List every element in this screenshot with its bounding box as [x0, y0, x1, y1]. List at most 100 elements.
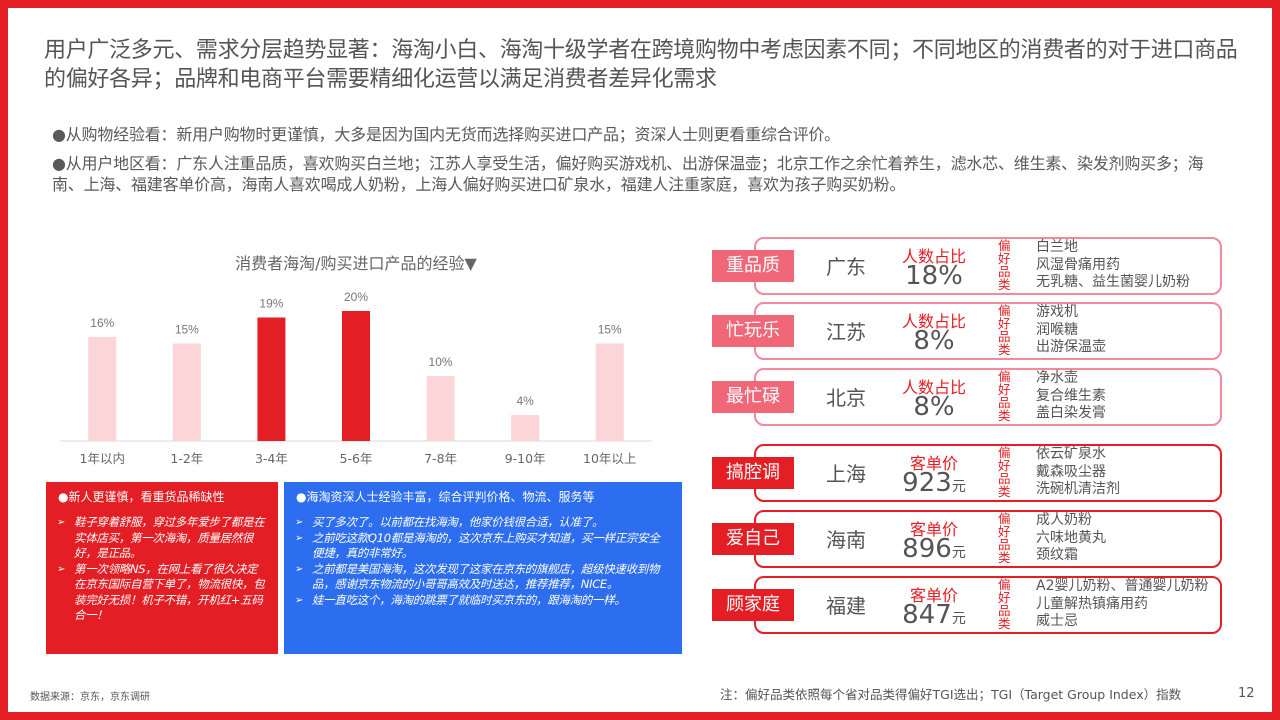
experience-chart: 16% 1年以内 15% 1-2年 19% 3-4年 20% 5-6年 10% 7-8年 4% 9-1…	[52, 244, 660, 476]
x-tick-label: 9-10年	[505, 451, 546, 466]
region-row-guangdong: 重品质 广东 人数占比 18% 偏好品类 白兰地 风湿骨痛用药 无乳糖、益生菌婴…	[712, 237, 1224, 297]
preference-items: 净水壶 复合维生素 盖白染发膏	[1036, 370, 1106, 423]
preference-item: 成人奶粉	[1036, 512, 1092, 528]
x-tick-label: 10年以上	[583, 451, 636, 466]
region-city: 海南	[826, 528, 866, 552]
region-frame	[754, 302, 1222, 360]
metric-value: 847元	[902, 600, 966, 630]
region-row-shanghai: 搞腔调 上海 客单价 923元 偏好品类 依云矿泉水 戴森吸尘器 洗碗机清洁剂	[712, 444, 1224, 504]
region-tag: 忙玩乐	[712, 315, 794, 347]
preference-item: 白兰地	[1036, 239, 1078, 255]
metric-value: 8%	[913, 326, 955, 356]
chart-title: 消费者海淘/购买进口产品的经验▼	[235, 254, 477, 273]
preference-item: 儿童解热镇痛用药	[1036, 595, 1148, 612]
bar-1年以内	[88, 337, 117, 441]
region-city: 上海	[826, 462, 866, 486]
x-tick-label: 7-8年	[424, 451, 457, 466]
preference-label: 偏好品类	[998, 511, 1011, 565]
region-city: 江苏	[826, 320, 866, 344]
preference-items: 成人奶粉 六味地黄丸 颈纹霜	[1036, 512, 1106, 565]
metric-label: 客单价	[909, 454, 958, 473]
preference-items: 依云矿泉水 戴森吸尘器 洗碗机清洁剂	[1036, 446, 1120, 499]
bar-7-8年	[426, 376, 455, 441]
page-title: 用户广泛多元、需求分层趋势显著：海淘小白、海淘十级学者在跨境购物中考虑因素不同；…	[44, 38, 1238, 92]
preference-item: 出游保温壶	[1036, 339, 1106, 355]
preference-item: A2婴儿奶粉、普通婴儿奶粉	[1036, 578, 1209, 594]
region-frame	[754, 444, 1222, 502]
metric-value: 896元	[902, 534, 966, 564]
preference-item: 净水壶	[1036, 370, 1078, 386]
region-city: 北京	[826, 386, 866, 410]
x-tick-label: 1-2年	[170, 451, 203, 466]
bar-value-label: 15%	[598, 323, 622, 337]
bar-value-label: 16%	[90, 316, 114, 330]
metric-value: 8%	[913, 392, 955, 422]
preference-label: 偏好品类	[998, 369, 1011, 423]
preference-item: 风湿骨痛用药	[1036, 256, 1120, 273]
preference-item: 洗碗机清洁剂	[1036, 481, 1120, 497]
region-city: 广东	[826, 255, 866, 279]
region-row-hainan: 爱自己 海南 客单价 896元 偏好品类 成人奶粉 六味地黄丸 颈纹霜	[712, 510, 1224, 570]
bar-5-6年	[342, 311, 370, 441]
bar-10年以上	[595, 343, 624, 441]
bar-1-2年	[172, 343, 201, 441]
x-tick-label: 3-4年	[255, 451, 288, 466]
bar-value-label: 10%	[429, 355, 453, 369]
newbie-quote: 第一次领略NS，在网上看了很久决定在京东国际自营下单了，物流很快，包装完好无损！…	[57, 562, 266, 624]
veteran-quotes-heading: ●海淘资深人士经验丰富，综合评判价格、物流、服务等	[296, 490, 595, 504]
region-row-jiangsu: 忙玩乐 江苏 人数占比 8% 偏好品类 游戏机 润喉糖 出游保温壶	[712, 302, 1224, 362]
preference-items: 游戏机 润喉糖 出游保温壶	[1036, 304, 1106, 357]
bar-9-10年	[511, 415, 540, 441]
preference-item: 威士忌	[1036, 613, 1078, 629]
bar-3-4年	[257, 317, 286, 441]
region-tag: 搞腔调	[712, 457, 794, 489]
metric-label: 人数占比	[901, 247, 966, 266]
newbie-quotes-box: ●新人更谨慎，看重货品稀缺性 鞋子穿着舒服，穿过多年爱步了都是在实体店买，第一次…	[46, 482, 278, 654]
preference-label: 偏好品类	[998, 238, 1011, 292]
region-city: 福建	[826, 594, 866, 618]
preference-label: 偏好品类	[998, 303, 1011, 357]
bullet-region: ●从用户地区看：广东人注重品质，喜欢购买白兰地；江苏人享受生活，偏好购买游戏机、…	[52, 154, 1204, 194]
summary-bullets: ●从购物经验看：新用户购物时更谨慎，大多是因为国内无货而选择购买进口产品；资深人…	[52, 124, 1212, 203]
preference-item: 戴森吸尘器	[1036, 463, 1106, 480]
footnote: 注：偏好品类依照每个省对品类得偏好TGI选出；TGI（Target Group …	[720, 687, 1182, 702]
metric-value: 18%	[905, 261, 963, 291]
data-source: 数据来源：京东，京东调研	[30, 692, 150, 703]
preference-item: 无乳糖、益生菌婴儿奶粉	[1036, 274, 1190, 290]
region-frame	[754, 368, 1222, 426]
veteran-quote: 娃一直吃这个，海淘的跳票了就临时买京东的，跟海淘的一样。	[295, 593, 670, 609]
region-tag: 最忙碌	[712, 381, 794, 413]
region-tag: 顾家庭	[712, 589, 794, 621]
newbie-quote: 鞋子穿着舒服，穿过多年爱步了都是在实体店买，第一次海淘，质量居然很好，是正品。	[57, 515, 266, 562]
metric-value: 923元	[902, 468, 966, 498]
preference-items: 白兰地 风湿骨痛用药 无乳糖、益生菌婴儿奶粉	[1036, 239, 1190, 292]
preference-item: 盖白染发膏	[1036, 405, 1106, 421]
preference-label: 偏好品类	[998, 577, 1011, 631]
metric-label: 人数占比	[901, 378, 966, 397]
veteran-quote: 之前都是美国海淘，这次发现了这家在京东的旗舰店，超级快速收到物品，感谢京东物流的…	[295, 562, 670, 593]
region-row-fujian: 顾家庭 福建 客单价 847元 偏好品类 A2婴儿奶粉、普通婴儿奶粉 儿童解热镇…	[712, 576, 1224, 636]
preference-label: 偏好品类	[998, 445, 1011, 499]
metric-label: 客单价	[909, 520, 958, 539]
preference-item: 游戏机	[1036, 304, 1078, 320]
preference-item: 润喉糖	[1036, 321, 1078, 338]
bar-value-label: 15%	[175, 323, 199, 337]
metric-label: 人数占比	[901, 312, 966, 331]
veteran-quote: 买了多次了。以前都在找海淘，他家价钱很合适，认准了。	[295, 515, 670, 531]
bar-value-label: 4%	[516, 394, 534, 408]
preference-item: 复合维生素	[1036, 387, 1106, 404]
region-tag: 重品质	[712, 250, 794, 282]
metric-label: 客单价	[909, 586, 958, 605]
bar-value-label: 19%	[259, 297, 283, 311]
preference-item: 六味地黄丸	[1036, 529, 1106, 546]
preference-item: 依云矿泉水	[1036, 446, 1106, 462]
slide: 用户广泛多元、需求分层趋势显著：海淘小白、海淘十级学者在跨境购物中考虑因素不同；…	[8, 8, 1272, 712]
newbie-quotes-heading: ●新人更谨慎，看重货品稀缺性	[58, 490, 225, 504]
preference-items: A2婴儿奶粉、普通婴儿奶粉 儿童解热镇痛用药 威士忌	[1036, 578, 1208, 631]
bullet-experience: ●从购物经验看：新用户购物时更谨慎，大多是因为国内无货而选择购买进口产品；资深人…	[52, 125, 840, 144]
x-tick-label: 1年以内	[80, 451, 125, 466]
veteran-quotes-box: ●海淘资深人士经验丰富，综合评判价格、物流、服务等 买了多次了。以前都在找海淘，…	[284, 482, 682, 654]
region-frame	[754, 510, 1222, 568]
page-number: 12	[1238, 686, 1255, 701]
preference-item: 颈纹霜	[1036, 547, 1078, 563]
